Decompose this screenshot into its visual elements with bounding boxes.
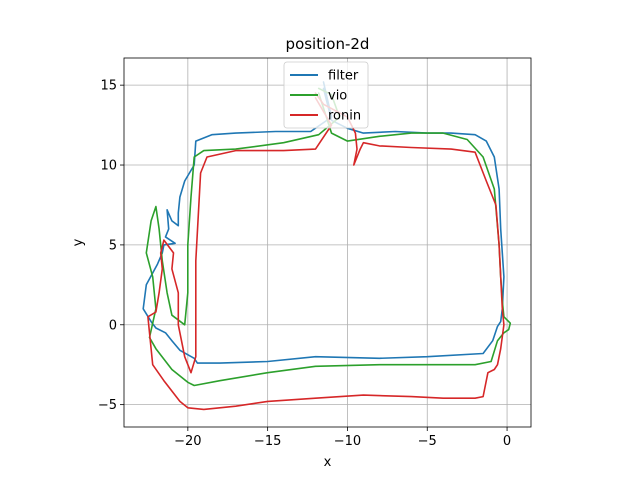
y-tick-label: 0 [109, 318, 117, 333]
y-tick-label: 5 [109, 238, 117, 253]
x-tick-label: −5 [418, 434, 437, 449]
y-tick-label: 15 [100, 79, 117, 94]
chart-title: position-2d [286, 35, 370, 53]
legend-box [283, 61, 369, 129]
x-tick-label: −20 [174, 434, 201, 449]
series-line-filter [142, 81, 505, 364]
series-line-vio [145, 87, 512, 387]
legend-label-vio: vio [328, 89, 347, 104]
y-tick-label: −5 [98, 398, 117, 413]
legend-label-filter: filter [328, 69, 359, 84]
y-axis-label: y [71, 238, 86, 246]
plot-frame [123, 57, 532, 428]
series-layer [142, 81, 512, 411]
axis-ticks: −20 −15 −10 −5 0 −5 0 5 10 15 [98, 79, 511, 449]
legend: filter vio ronin [283, 61, 369, 129]
series-line-ronin [147, 92, 505, 411]
y-tick-label: 10 [100, 159, 117, 174]
x-axis-label: x [324, 455, 332, 470]
legend-label-ronin: ronin [328, 109, 361, 124]
x-tick-label: 0 [503, 434, 511, 449]
x-tick-label: −15 [254, 434, 281, 449]
x-tick-label: −10 [334, 434, 361, 449]
